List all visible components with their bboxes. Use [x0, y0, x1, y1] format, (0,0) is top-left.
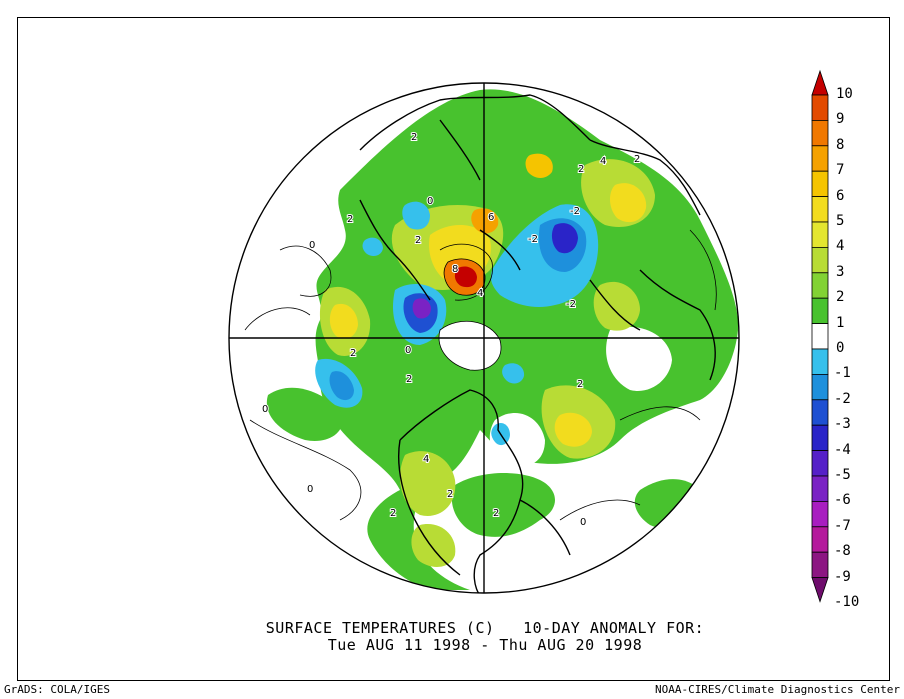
map-title-line-2: Tue AUG 11 1998 - Thu AUG 20 1998 — [327, 636, 643, 654]
colorbar-segment — [811, 526, 829, 553]
anomaly-region — [554, 412, 592, 447]
contour-label: 6 — [488, 212, 494, 223]
contour-label: 0 — [262, 404, 268, 415]
anomaly-region — [400, 451, 456, 516]
colorbar-label: 9 — [836, 111, 845, 128]
colorbar-segment — [811, 170, 829, 197]
colorbar-segment — [811, 500, 829, 528]
contour-lines — [244, 229, 717, 521]
colorbar-label: 8 — [836, 136, 845, 153]
anomaly-region — [609, 183, 647, 223]
contour-label: -2 — [566, 299, 576, 310]
colorbar-label: 1 — [836, 314, 845, 331]
colorbar-label: -7 — [834, 517, 851, 534]
anomaly-region — [329, 371, 354, 401]
contour-label: 8 — [452, 264, 458, 275]
colorbar-label: 5 — [836, 213, 845, 229]
colorbar-segment — [811, 196, 829, 223]
anomaly-region — [525, 153, 553, 178]
anomaly-field — [244, 89, 739, 593]
colorbar-label: 0 — [836, 340, 845, 356]
contour-label: -2 — [528, 234, 538, 245]
colorbar-segment — [811, 145, 829, 172]
anomaly-region — [593, 281, 640, 331]
colorbar-label: -3 — [834, 416, 851, 433]
contour-label: 2 — [493, 508, 499, 519]
colorbar-segment — [811, 221, 829, 248]
anomaly-region — [451, 473, 555, 537]
contour-label: 2 — [350, 348, 356, 359]
colorbar — [811, 69, 829, 603]
anomaly-region — [266, 387, 343, 441]
anomaly-region — [402, 201, 430, 230]
colorbar-arrow-bottom — [811, 577, 829, 603]
colorbar-label: -4 — [834, 441, 851, 458]
colorbar-segment — [811, 246, 829, 274]
colorbar-arrow-top — [811, 69, 829, 96]
coastlines — [359, 94, 716, 593]
anomaly-region — [551, 223, 578, 254]
colorbar-segment — [811, 551, 829, 579]
colorbar-segment — [811, 475, 829, 502]
contour-label: 0 — [427, 196, 433, 207]
anomaly-region — [411, 524, 456, 567]
colorbar-segment — [811, 424, 829, 452]
colorbar-segment — [811, 450, 829, 477]
contour-label: 2 — [411, 132, 417, 143]
colorbar-segment — [811, 297, 829, 325]
plot-frame — [17, 17, 890, 681]
anomaly-region — [502, 363, 525, 384]
contour-label: 2 — [390, 508, 396, 519]
colorbar-label: -8 — [834, 543, 851, 560]
anomaly-region — [606, 326, 672, 391]
colorbar-label: 7 — [836, 162, 845, 179]
contour-label: 0 — [309, 240, 315, 251]
colorbar-label: -2 — [834, 390, 851, 407]
colorbar-label: 3 — [836, 263, 845, 280]
footer-credit-right: NOAA-CIRES/Climate Diagnostics Center — [654, 683, 900, 696]
anomaly-region — [454, 266, 477, 288]
colorbar-label: 2 — [836, 289, 845, 306]
contour-labels: 2 0 2 2 6 8 4 -2 -2 2 4 2 0 2 2 2 4 2 2 0 0 0 2 0 -2 — [261, 131, 641, 529]
contour-label: 0 — [405, 345, 411, 356]
contour-label: 2 — [406, 374, 412, 385]
colorbar-label: -6 — [834, 492, 851, 509]
contour-label: -2 — [570, 206, 580, 217]
contour-label: 4 — [423, 454, 429, 465]
map-title-line-1: SURFACE TEMPERATURES (C) 10-DAY ANOMALY … — [265, 619, 705, 637]
anomaly-region — [439, 321, 501, 371]
contour-label: 2 — [347, 214, 353, 225]
colorbar-segment — [811, 120, 829, 147]
colorbar-segment — [811, 348, 829, 375]
footer-credit-left: GrADS: COLA/IGES — [4, 683, 110, 696]
colorbar-segment — [811, 272, 829, 299]
contour-label: 4 — [600, 156, 606, 167]
colorbar-label: 10 — [836, 86, 853, 102]
colorbar-segment — [811, 373, 829, 401]
colorbar-label: 4 — [836, 238, 845, 255]
contour-label: 2 — [447, 489, 453, 500]
contour-label: 0 — [307, 484, 313, 495]
colorbar-segment — [811, 94, 829, 121]
colorbar-label: -1 — [834, 365, 851, 382]
colorbar-label: -10 — [834, 594, 860, 610]
anomaly-region — [412, 298, 431, 319]
colorbar-label: -9 — [834, 568, 851, 585]
colorbar-segment — [811, 399, 829, 426]
contour-label: 4 — [477, 288, 483, 299]
colorbar-label: -5 — [834, 467, 851, 483]
contour-label: 2 — [578, 164, 584, 175]
contour-label: 2 — [634, 154, 640, 165]
colorbar-segment — [811, 323, 829, 350]
colorbar-label: 6 — [836, 187, 845, 204]
contour-label: 2 — [415, 235, 421, 246]
anomaly-region — [471, 208, 499, 234]
anomaly-region — [362, 237, 383, 256]
anomaly-region — [329, 303, 358, 339]
contour-label: 2 — [577, 379, 583, 390]
contour-label: 0 — [580, 517, 586, 528]
